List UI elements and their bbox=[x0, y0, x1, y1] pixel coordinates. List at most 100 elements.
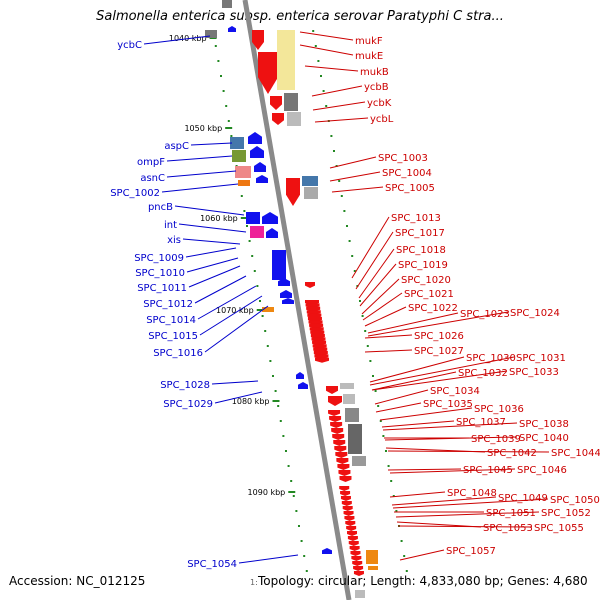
left-leader-line bbox=[199, 295, 263, 336]
right-gene-label[interactable]: SPC_1020 bbox=[401, 275, 451, 286]
right-gene-label[interactable]: SPC_1038 bbox=[519, 419, 569, 430]
right-gene-label[interactable]: SPC_1034 bbox=[430, 386, 480, 397]
right-gene-label[interactable]: ycbL bbox=[370, 114, 394, 125]
right-leader-line bbox=[399, 549, 445, 561]
right-gene-label[interactable]: mukF bbox=[355, 36, 383, 47]
tick-label: 1050 kbp bbox=[184, 124, 222, 133]
gene-arrow bbox=[352, 561, 363, 566]
gene-arrow bbox=[331, 428, 344, 434]
gene-arrow bbox=[252, 30, 264, 50]
right-gene-label[interactable]: SPC_1024 bbox=[510, 308, 560, 319]
left-gene-label[interactable]: SPC_1014 bbox=[146, 315, 196, 326]
right-gene-label[interactable]: SPC_1052 bbox=[541, 508, 591, 519]
right-gene-label[interactable]: SPC_1013 bbox=[391, 213, 441, 224]
right-leader-line bbox=[362, 292, 403, 321]
left-gene-label[interactable]: SPC_1010 bbox=[135, 268, 185, 279]
right-gene-label[interactable]: SPC_1031 bbox=[516, 353, 566, 364]
minor-tick bbox=[258, 300, 261, 302]
right-leader-line bbox=[391, 496, 497, 506]
right-gene-label[interactable]: SPC_1048 bbox=[447, 488, 497, 499]
minor-tick bbox=[384, 450, 387, 452]
right-gene-label[interactable]: SPC_1050 bbox=[550, 495, 600, 506]
right-leader-line bbox=[331, 186, 384, 193]
gene-arrow bbox=[256, 175, 268, 183]
minor-tick bbox=[305, 570, 308, 572]
right-gene-label[interactable]: SPC_1004 bbox=[382, 168, 432, 179]
right-gene-label[interactable]: SPC_1022 bbox=[408, 303, 458, 314]
left-gene-label[interactable]: xis bbox=[167, 235, 181, 246]
right-gene-label[interactable]: SPC_1017 bbox=[395, 228, 445, 239]
left-gene-label[interactable]: int bbox=[164, 220, 177, 231]
gene-box bbox=[348, 424, 362, 454]
left-gene-label[interactable]: ycbC bbox=[117, 40, 142, 51]
right-gene-label[interactable]: SPC_1003 bbox=[378, 153, 428, 164]
left-gene-label[interactable]: SPC_1012 bbox=[143, 299, 193, 310]
left-gene-label[interactable]: SPC_1016 bbox=[153, 348, 203, 359]
right-gene-label[interactable]: SPC_1019 bbox=[398, 260, 448, 271]
right-gene-label[interactable]: SPC_1039 bbox=[471, 434, 521, 445]
gene-arrow bbox=[346, 526, 357, 531]
right-gene-label[interactable]: SPC_1057 bbox=[446, 546, 496, 557]
gene-box bbox=[262, 307, 274, 312]
gene-arrow bbox=[258, 52, 278, 94]
right-gene-label[interactable]: SPC_1046 bbox=[517, 465, 567, 476]
right-gene-label[interactable]: SPC_1030 bbox=[466, 353, 516, 364]
right-leader-line bbox=[312, 101, 366, 111]
left-gene-label[interactable]: SPC_1028 bbox=[160, 380, 210, 391]
right-gene-label[interactable]: SPC_1049 bbox=[498, 493, 548, 504]
left-gene-label[interactable]: SPC_1011 bbox=[137, 283, 187, 294]
right-gene-label[interactable]: SPC_1044 bbox=[551, 448, 600, 459]
tick-label: 1090 kbp bbox=[248, 488, 286, 497]
gene-box bbox=[366, 550, 378, 564]
right-leader-line bbox=[374, 389, 429, 405]
right-gene-label[interactable]: SPC_1033 bbox=[509, 367, 559, 378]
gene-arrow bbox=[329, 416, 342, 422]
right-gene-label[interactable]: ycbB bbox=[364, 82, 389, 93]
left-gene-label[interactable]: pncB bbox=[148, 202, 173, 213]
right-gene-label[interactable]: SPC_1051 bbox=[486, 508, 536, 519]
left-leader-line bbox=[190, 142, 233, 146]
left-gene-label[interactable]: aspC bbox=[164, 141, 189, 152]
right-gene-label[interactable]: SPC_1027 bbox=[414, 346, 464, 357]
right-gene-label[interactable]: mukB bbox=[360, 67, 389, 78]
left-gene-label[interactable]: SPC_1009 bbox=[134, 253, 184, 264]
left-gene-label[interactable]: asnC bbox=[140, 173, 165, 184]
gene-arrow bbox=[337, 464, 350, 470]
right-gene-label[interactable]: SPC_1036 bbox=[474, 404, 524, 415]
right-gene-label[interactable]: SPC_1018 bbox=[396, 245, 446, 256]
right-gene-label[interactable]: SPC_1055 bbox=[534, 523, 584, 534]
gene-arrow bbox=[330, 422, 343, 428]
right-gene-label[interactable]: SPC_1032 bbox=[458, 368, 508, 379]
left-gene-label[interactable]: ompF bbox=[137, 157, 165, 168]
right-gene-label[interactable]: SPC_1045 bbox=[463, 465, 513, 476]
left-gene-label[interactable]: SPC_1054 bbox=[187, 559, 237, 570]
right-gene-label[interactable]: SPC_1040 bbox=[519, 433, 569, 444]
minor-tick bbox=[248, 240, 251, 242]
minor-tick bbox=[303, 555, 306, 557]
left-leader-line bbox=[143, 35, 211, 45]
left-gene-label[interactable]: SPC_1015 bbox=[148, 331, 198, 342]
gene-box bbox=[302, 176, 318, 186]
left-gene-label[interactable]: SPC_1002 bbox=[110, 188, 160, 199]
right-gene-label[interactable]: mukE bbox=[355, 51, 383, 62]
minor-tick bbox=[382, 435, 385, 437]
right-leader-line bbox=[367, 312, 459, 334]
right-gene-label[interactable]: SPC_1035 bbox=[423, 399, 473, 410]
right-gene-label[interactable]: SPC_1053 bbox=[483, 523, 533, 534]
gene-arrow bbox=[341, 501, 352, 506]
right-gene-label[interactable]: SPC_1026 bbox=[414, 331, 464, 342]
right-gene-label[interactable]: SPC_1037 bbox=[456, 417, 506, 428]
minor-tick bbox=[240, 195, 243, 197]
gene-arrow bbox=[315, 357, 330, 363]
right-gene-label[interactable]: SPC_1005 bbox=[385, 183, 435, 194]
right-gene-label[interactable]: SPC_1042 bbox=[487, 448, 537, 459]
left-leader-line bbox=[166, 155, 233, 162]
left-gene-label[interactable]: SPC_1029 bbox=[163, 399, 213, 410]
gene-arrow bbox=[298, 382, 308, 389]
minor-tick bbox=[364, 330, 367, 332]
gene-arrow bbox=[349, 546, 360, 551]
right-gene-label[interactable]: SPC_1021 bbox=[404, 289, 454, 300]
right-gene-label[interactable]: SPC_1023 bbox=[460, 309, 510, 320]
right-gene-label[interactable]: ycbK bbox=[367, 98, 392, 109]
